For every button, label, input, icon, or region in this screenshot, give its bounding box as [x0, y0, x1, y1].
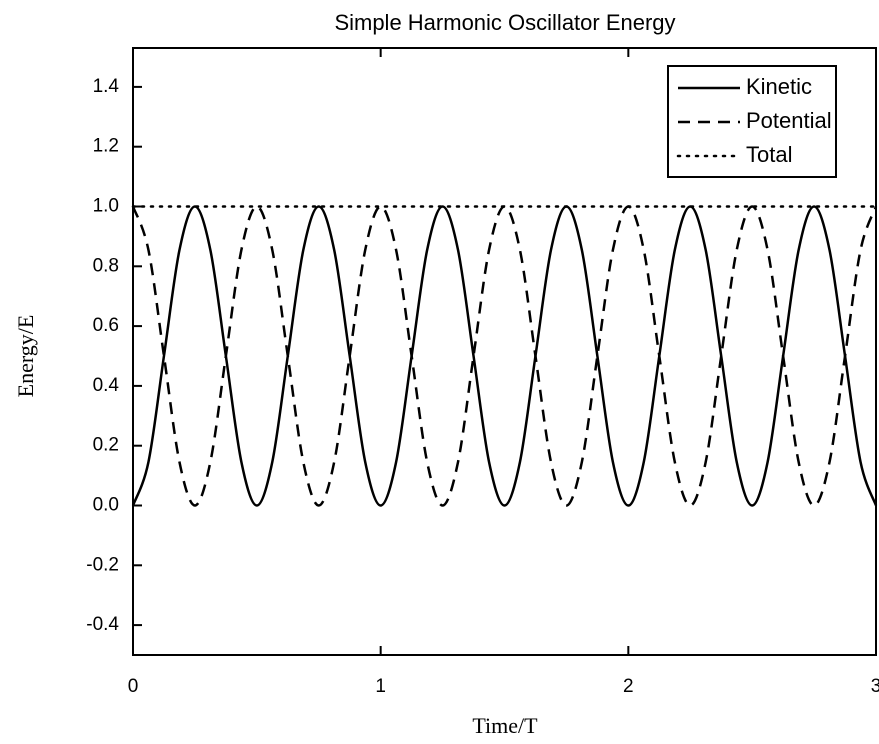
y-tick-label: 1.0: [93, 196, 119, 217]
y-tick-label: 0.2: [93, 435, 119, 456]
plot-frame: [132, 47, 877, 656]
x-tick-label: 0: [128, 676, 139, 697]
legend-box: [667, 65, 837, 178]
y-axis-label: Energy/E: [13, 315, 38, 398]
y-tick-label: -0.2: [86, 554, 119, 575]
y-tick-label: -0.4: [86, 614, 119, 635]
y-tick-label: 0.6: [93, 315, 119, 336]
line-dashed: [131, 205, 878, 507]
y-tick-label: 0.4: [93, 375, 120, 396]
legend-label: Potential: [746, 108, 832, 133]
line-solid: [131, 205, 878, 507]
y-tick-label: 1.2: [93, 136, 119, 157]
legend-label: Kinetic: [746, 74, 812, 99]
y-tick-label: 0.0: [93, 495, 119, 516]
x-axis-label: Time/T: [472, 713, 538, 738]
x-tick-label: 1: [375, 676, 386, 697]
chart-title: Simple Harmonic Oscillator Energy: [334, 10, 675, 35]
y-tick-label: 0.8: [93, 255, 119, 276]
y-tick-label: 1.4: [93, 76, 120, 97]
x-tick-label: 3: [871, 676, 879, 697]
x-tick-label: 2: [623, 676, 634, 697]
legend-label: Total: [746, 142, 792, 167]
